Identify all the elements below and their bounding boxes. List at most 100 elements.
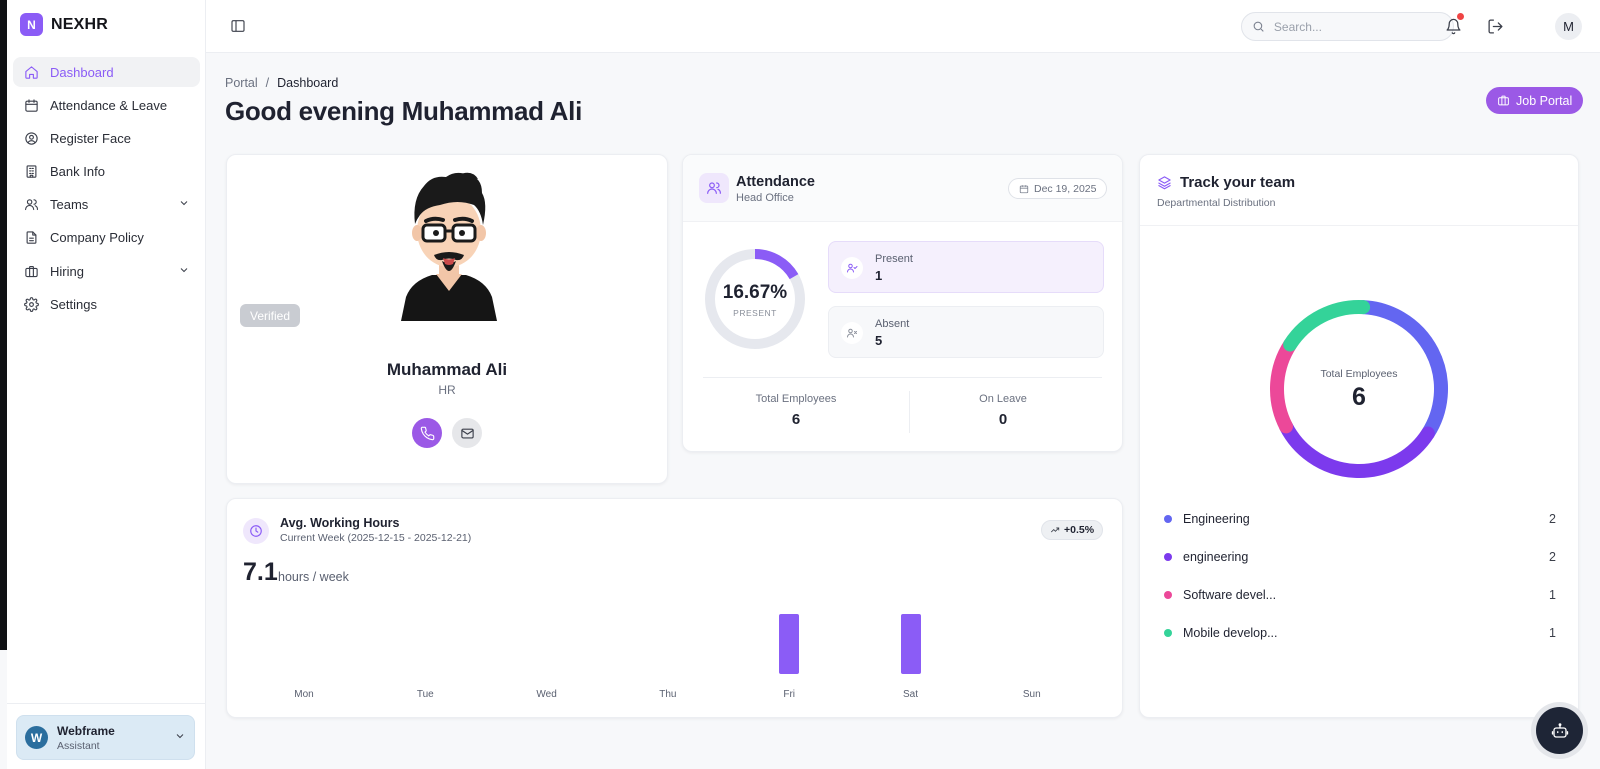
logout-button[interactable]: [1485, 16, 1505, 36]
attendance-ring: [705, 249, 805, 349]
breadcrumb-separator: /: [265, 76, 270, 90]
sidebar-item-company-policy[interactable]: Company Policy: [13, 223, 200, 253]
user-switcher[interactable]: W Webframe Assistant: [16, 715, 195, 760]
present-stat[interactable]: Present 1: [828, 241, 1104, 293]
trend-badge: +0.5%: [1041, 520, 1104, 540]
brand-logo: N: [20, 13, 43, 36]
bar-fri[interactable]: [779, 614, 800, 674]
job-portal-button[interactable]: Job Portal: [1486, 87, 1584, 114]
legend-item[interactable]: Mobile develop... 1: [1164, 614, 1556, 652]
donut-slice-2[interactable]: [1270, 337, 1298, 434]
bot-icon: [1551, 722, 1568, 738]
team-title: Track your team: [1180, 174, 1296, 191]
legend-item[interactable]: Software devel... 1: [1164, 576, 1556, 614]
sidebar-item-settings[interactable]: Settings: [13, 289, 200, 319]
department-legend: Engineering 2 engineering 2 Software devel..…: [1164, 500, 1556, 652]
assistant-bot-button[interactable]: [1536, 707, 1583, 754]
window-edge: [0, 0, 7, 650]
bar-column: Thu: [618, 599, 718, 714]
profile-card: Verified Muhammad Ali HR: [226, 154, 668, 484]
legend-label: Engineering: [1183, 512, 1250, 526]
sidebar: N NEXHR Dashboard Attendance & Leave Reg…: [7, 0, 206, 769]
attendance-location: Head Office: [736, 192, 794, 204]
present-value: 1: [875, 268, 883, 283]
legend-count: 1: [1549, 626, 1556, 640]
page-title: Good evening Muhammad Ali: [225, 96, 583, 126]
breadcrumb-root[interactable]: Portal: [225, 76, 258, 90]
trending-up-icon: [1050, 527, 1060, 533]
legend-count: 1: [1549, 588, 1556, 602]
absent-stat[interactable]: Absent 5: [828, 306, 1104, 358]
sidebar-item-bank-info[interactable]: Bank Info: [13, 157, 200, 187]
sidebar-item-register-face[interactable]: Register Face: [13, 123, 200, 153]
donut-center-label: Total Employees: [1320, 368, 1398, 380]
avatar[interactable]: M: [1555, 13, 1582, 40]
on-leave-stat: On Leave 0: [903, 393, 1103, 428]
sidebar-item-label: Settings: [50, 296, 97, 312]
attendance-header: Attendance Head Office Dec 19, 2025: [683, 155, 1122, 222]
legend-label: Mobile develop...: [1183, 626, 1278, 640]
search-bar[interactable]: [1241, 12, 1454, 41]
donut-slice-1[interactable]: [1279, 419, 1435, 478]
search-input[interactable]: [1273, 19, 1443, 34]
profile-role: HR: [438, 383, 456, 397]
donut-center-value: 6: [1352, 383, 1366, 411]
mail-icon: [460, 428, 474, 438]
hours-unit: hours / week: [278, 570, 349, 584]
search-icon: [1253, 21, 1264, 32]
verified-badge: Verified: [240, 304, 301, 327]
donut-slice-3[interactable]: [1283, 300, 1371, 352]
bar-column: Mon: [254, 599, 354, 714]
total-employees-label: Total Employees: [755, 393, 837, 405]
profile-avatar-illustration: [401, 172, 497, 321]
top-bar: M: [206, 0, 1600, 53]
sidebar-toggle-icon[interactable]: [230, 18, 246, 34]
user-circle-icon: [23, 130, 39, 146]
call-button[interactable]: [412, 418, 442, 448]
sidebar-divider: [7, 703, 205, 704]
gear-icon: [23, 296, 39, 312]
sidebar-item-label: Company Policy: [50, 230, 144, 246]
legend-label: engineering: [1183, 550, 1249, 564]
legend-item[interactable]: engineering 2: [1164, 538, 1556, 576]
legend-count: 2: [1549, 512, 1556, 526]
sidebar-item-label: Hiring: [50, 263, 84, 279]
sidebar-item-dashboard[interactable]: Dashboard: [13, 57, 200, 87]
chevron-down-icon: [178, 264, 190, 279]
sidebar-item-attendance-leave[interactable]: Attendance & Leave: [13, 90, 200, 120]
chevron-down-icon: [178, 197, 190, 212]
email-button[interactable]: [452, 418, 482, 448]
trend-value: +0.5%: [1064, 524, 1095, 536]
user-check-icon: [841, 257, 863, 279]
divider: [703, 377, 1102, 378]
sidebar-item-label: Register Face: [50, 130, 131, 146]
chevron-down-icon: [174, 729, 186, 747]
date-badge[interactable]: Dec 19, 2025: [1008, 178, 1108, 199]
divider: [909, 391, 910, 433]
avatar: W: [25, 726, 48, 749]
attendance-ring-caption: PRESENT: [733, 308, 777, 318]
legend-dot: [1164, 629, 1172, 637]
brand-name: NEXHR: [51, 15, 109, 33]
on-leave-value: 0: [998, 411, 1008, 428]
legend-item[interactable]: Engineering 2: [1164, 500, 1556, 538]
sidebar-nav: Dashboard Attendance & Leave Register Fa…: [13, 57, 200, 323]
sidebar-item-teams[interactable]: Teams: [13, 190, 200, 220]
phone-icon: [420, 426, 434, 440]
sidebar-item-label: Teams: [50, 197, 89, 213]
hours-title: Avg. Working Hours: [280, 516, 400, 530]
document-icon: [23, 230, 39, 246]
breadcrumb: Portal / Dashboard: [225, 76, 338, 90]
calendar-icon: [1019, 184, 1029, 193]
bar-column: Sun: [982, 599, 1082, 714]
user-role: Assistant: [57, 739, 100, 752]
x-tick-label: Thu: [659, 689, 677, 700]
bar-sat[interactable]: [900, 614, 921, 674]
users-icon: [699, 173, 729, 203]
team-subtitle: Departmental Distribution: [1157, 197, 1276, 209]
department-donut: [1270, 300, 1448, 478]
donut-slice-0[interactable]: [1356, 300, 1448, 441]
notification-button[interactable]: [1443, 13, 1464, 36]
sidebar-item-hiring[interactable]: Hiring: [13, 256, 200, 286]
brand[interactable]: N NEXHR: [20, 13, 108, 36]
